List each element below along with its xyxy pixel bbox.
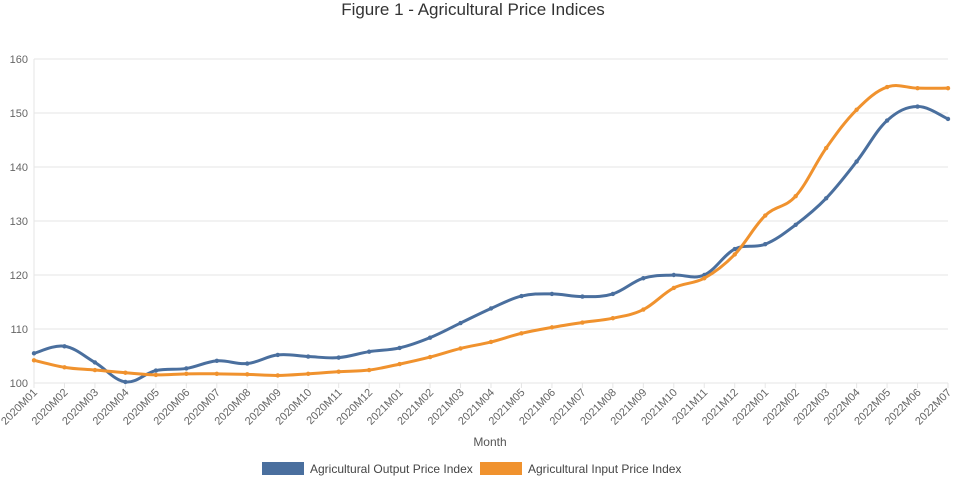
data-point[interactable] (427, 354, 433, 360)
data-point[interactable] (245, 372, 250, 377)
data-point[interactable] (31, 358, 37, 363)
legend-label: Agricultural Output Price Index (310, 462, 473, 476)
legend-item-2[interactable]: Agricultural Input Price Index (480, 462, 681, 476)
data-point[interactable] (92, 360, 98, 365)
data-point[interactable] (793, 222, 798, 227)
data-point[interactable] (823, 196, 829, 201)
data-point[interactable] (62, 344, 67, 349)
grid (33, 58, 948, 384)
y-tick-label: 120 (10, 270, 28, 282)
y-tick-label: 150 (10, 108, 28, 120)
data-point[interactable] (92, 367, 98, 373)
data-point[interactable] (763, 242, 768, 247)
data-point[interactable] (62, 365, 67, 370)
legend-swatch (480, 462, 522, 475)
data-point[interactable] (184, 366, 189, 371)
data-point[interactable] (732, 252, 737, 257)
legend: Agricultural Output Price Index Agricultu… (262, 462, 681, 476)
data-point[interactable] (153, 368, 159, 373)
x-axis: 2020M012020M022020M032020M042020M052020M… (0, 383, 954, 428)
data-point[interactable] (549, 291, 555, 297)
data-point[interactable] (854, 159, 859, 164)
data-point[interactable] (31, 351, 37, 356)
data-point[interactable] (427, 335, 433, 340)
data-point[interactable] (671, 272, 676, 278)
x-axis-title: Month (473, 435, 506, 449)
data-point[interactable] (610, 316, 616, 321)
data-point[interactable] (123, 379, 128, 385)
y-tick-label: 110 (10, 324, 28, 336)
data-point[interactable] (915, 104, 920, 109)
y-axis: 100 110 120 130 140 150 160 (10, 54, 28, 390)
data-point[interactable] (336, 369, 341, 374)
data-point[interactable] (336, 355, 341, 360)
data-point[interactable] (945, 85, 951, 91)
data-point[interactable] (945, 116, 951, 122)
data-point[interactable] (641, 307, 646, 312)
data-point[interactable] (184, 371, 189, 377)
data-point[interactable] (732, 246, 737, 252)
data-point[interactable] (915, 85, 920, 91)
data-point[interactable] (458, 346, 463, 351)
data-point[interactable] (153, 372, 159, 378)
data-point[interactable] (214, 358, 219, 364)
data-point[interactable] (366, 367, 372, 373)
plot-area (31, 84, 951, 385)
legend-swatch (262, 462, 304, 475)
data-point[interactable] (793, 193, 798, 199)
data-point[interactable] (884, 84, 890, 90)
data-point[interactable] (397, 345, 402, 351)
data-point[interactable] (397, 361, 402, 367)
series-2 (31, 84, 951, 378)
y-tick-label: 140 (10, 162, 28, 174)
chart-title: Figure 1 - Agricultural Price Indices (341, 0, 605, 19)
data-point[interactable] (854, 107, 859, 112)
legend-item-1[interactable]: Agricultural Output Price Index (262, 462, 473, 476)
data-point[interactable] (549, 325, 555, 330)
data-point[interactable] (245, 361, 250, 366)
legend-label: Agricultural Input Price Index (528, 462, 681, 476)
data-point[interactable] (763, 213, 768, 218)
y-tick-label: 160 (10, 54, 28, 66)
data-point[interactable] (366, 349, 372, 354)
data-point[interactable] (519, 331, 524, 336)
data-point[interactable] (580, 294, 585, 299)
data-point[interactable] (488, 339, 494, 345)
data-point[interactable] (123, 370, 128, 375)
series-line (33, 84, 949, 377)
data-point[interactable] (519, 293, 524, 299)
data-point[interactable] (214, 371, 219, 377)
data-point[interactable] (306, 354, 311, 359)
series-1 (31, 104, 951, 385)
data-point[interactable] (458, 320, 463, 326)
data-point[interactable] (884, 118, 890, 123)
y-tick-label: 100 (10, 378, 28, 390)
data-point[interactable] (275, 352, 280, 358)
data-point[interactable] (671, 285, 676, 291)
data-point[interactable] (610, 291, 616, 297)
data-point[interactable] (702, 276, 707, 281)
data-point[interactable] (306, 371, 311, 377)
data-point[interactable] (580, 320, 585, 325)
y-tick-label: 130 (10, 216, 28, 228)
data-point[interactable] (275, 373, 280, 378)
data-point[interactable] (488, 306, 494, 311)
data-point[interactable] (823, 145, 829, 151)
data-point[interactable] (641, 276, 646, 281)
